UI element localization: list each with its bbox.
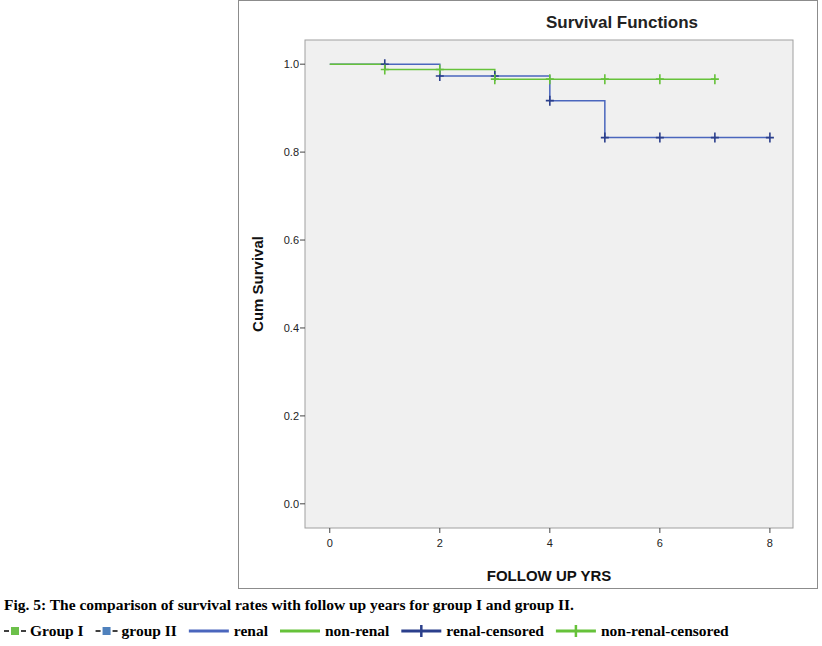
- y-tick-label: 0.2: [284, 410, 299, 422]
- chart-frame: [239, 1, 818, 589]
- censor-marker: [656, 133, 664, 143]
- legend-line: [280, 630, 320, 633]
- x-tick: [329, 528, 330, 533]
- y-axis-label: Cum Survival: [249, 236, 266, 332]
- legend-line: [189, 630, 229, 633]
- x-tick: [769, 528, 770, 533]
- x-axis-label: FOLLOW UP YRS: [487, 567, 611, 584]
- x-tick-label: 8: [767, 537, 773, 549]
- censor-marker: [601, 133, 609, 143]
- legend-label: group II: [122, 622, 177, 639]
- legend-label: non-renal: [325, 622, 390, 639]
- censor-marker: [491, 74, 499, 84]
- x-tick-label: 6: [657, 537, 663, 549]
- y-tick: [300, 152, 305, 153]
- chart-title: Survival Functions: [546, 13, 698, 32]
- legend-dash: [21, 630, 26, 632]
- x-tick-label: 2: [437, 537, 443, 549]
- legend-marker: [575, 625, 578, 637]
- censor-marker: [546, 74, 554, 84]
- plot-marks: [330, 59, 774, 142]
- legend-dash: [113, 630, 118, 632]
- censor-marker: [436, 64, 444, 74]
- plot-area: [305, 40, 793, 528]
- x-tick: [439, 528, 440, 533]
- y-tick-label: 0.4: [284, 322, 299, 334]
- figure: Survival Functions FOLLOW UP YRS Cum Survi…: [0, 0, 822, 646]
- x-tick: [549, 528, 550, 533]
- survival-line: [330, 64, 770, 137]
- censor-marker: [546, 96, 554, 106]
- legend-marker: [420, 625, 423, 637]
- x-tick: [659, 528, 660, 533]
- y-tick: [300, 327, 305, 328]
- y-tick: [300, 415, 305, 416]
- legend-label: renal: [234, 622, 269, 639]
- legend-label: renal-censored: [446, 622, 544, 639]
- y-tick: [300, 64, 305, 65]
- x-tick-label: 0: [327, 537, 333, 549]
- y-tick: [300, 503, 305, 504]
- legend-dash: [4, 630, 9, 632]
- x-tick-label: 4: [547, 537, 553, 549]
- censor-marker: [711, 74, 719, 84]
- censor-marker: [711, 133, 719, 143]
- y-tick-label: 0.6: [284, 234, 299, 246]
- censor-marker: [601, 74, 609, 84]
- y-tick-label: 0.0: [284, 498, 299, 510]
- censor-marker: [656, 74, 664, 84]
- caption: Fig. 5: The comparison of survival rates…: [4, 596, 574, 613]
- survival-line: [330, 64, 715, 79]
- legend-swatch: [103, 627, 111, 635]
- censor-marker: [381, 64, 389, 74]
- y-tick: [300, 240, 305, 241]
- legend-swatch: [11, 627, 19, 635]
- legend-label: non-renal-censored: [601, 622, 729, 639]
- y-tick-label: 1.0: [284, 58, 299, 70]
- censor-marker: [766, 133, 774, 143]
- y-tick-label: 0.8: [284, 146, 299, 158]
- legend-label: Group I: [30, 622, 84, 639]
- legend-dash: [96, 630, 101, 632]
